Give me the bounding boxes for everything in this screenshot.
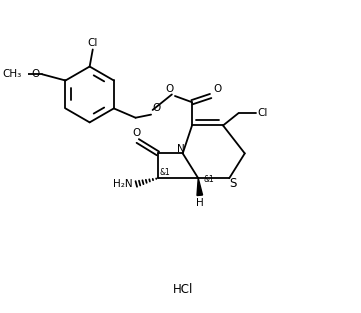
Text: O: O: [165, 85, 173, 95]
Text: O: O: [132, 128, 140, 138]
Text: N: N: [177, 144, 185, 154]
Text: S: S: [230, 177, 237, 190]
Text: CH₃: CH₃: [3, 69, 22, 79]
Text: &1: &1: [160, 168, 170, 177]
Text: O: O: [213, 85, 221, 95]
Text: H: H: [196, 198, 204, 208]
Text: HCl: HCl: [173, 283, 193, 296]
Polygon shape: [197, 178, 203, 196]
Text: H₂N: H₂N: [113, 179, 133, 189]
Text: O: O: [153, 103, 161, 113]
Text: Cl: Cl: [257, 108, 268, 118]
Text: &1: &1: [204, 175, 214, 184]
Text: Cl: Cl: [88, 38, 98, 48]
Text: O: O: [31, 69, 40, 79]
